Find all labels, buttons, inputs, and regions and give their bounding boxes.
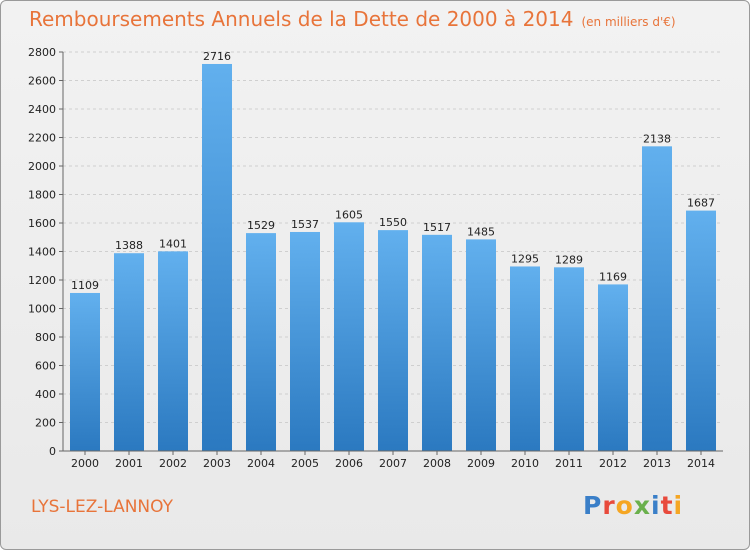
x-tick-label-2000: 2000: [71, 457, 99, 470]
y-tick-label: 2200: [28, 132, 56, 145]
bar-2007: [378, 230, 408, 451]
bar-2006: [334, 222, 364, 451]
value-label-2001: 1388: [115, 239, 143, 252]
x-tick-label-2007: 2007: [379, 457, 407, 470]
bar-2011: [554, 267, 584, 451]
logo-letter: x: [633, 491, 651, 520]
x-tick-label-2013: 2013: [643, 457, 671, 470]
value-label-2003: 2716: [203, 50, 231, 63]
x-tick-label-2011: 2011: [555, 457, 583, 470]
logo-letter: P: [583, 491, 603, 520]
y-axis: 0 200 400 600 800 1000 1200 1400 1600 1800 2000 220…: [28, 46, 64, 458]
logo-letter: r: [602, 491, 616, 520]
town-name: LYS-LEZ-LANNOY: [31, 497, 173, 517]
x-tick-label-2012: 2012: [599, 457, 627, 470]
y-tick-label: 2400: [28, 103, 56, 116]
value-label-2004: 1529: [247, 219, 275, 232]
x-tick-label-2003: 2003: [203, 457, 231, 470]
bar-2000: [70, 292, 100, 451]
logo-letter: i: [673, 491, 684, 520]
x-tick-label-2005: 2005: [291, 457, 319, 470]
bar-2013: [642, 146, 672, 451]
value-label-2013: 2138: [643, 132, 671, 145]
y-tick-label: 2000: [28, 160, 56, 173]
x-tick-label-2010: 2010: [511, 457, 539, 470]
y-tick-label: 0: [49, 445, 56, 458]
y-tick-label: 1200: [28, 274, 56, 287]
value-label-2005: 1537: [291, 218, 319, 231]
value-label-2009: 1485: [467, 225, 495, 238]
y-tick-label: 800: [35, 331, 56, 344]
value-label-2008: 1517: [423, 221, 451, 234]
logo-letter: o: [615, 491, 634, 520]
bars: 1109 1388 1401 2716 1529 1537 1605 1550 1517 1485…: [70, 50, 716, 451]
logo-letter: t: [660, 491, 674, 520]
proxiti-logo[interactable]: Proxiti: [583, 491, 683, 520]
y-tick-label: 200: [35, 417, 56, 430]
x-tick-label-2014: 2014: [687, 457, 715, 470]
x-tick-label-2008: 2008: [423, 457, 451, 470]
bar-2010: [510, 266, 540, 451]
chart-title: Remboursements Annuels de la Dette de 20…: [29, 7, 676, 31]
bar-2002: [158, 251, 188, 451]
y-tick-label: 1800: [28, 189, 56, 202]
x-axis: 2000 2001 2002 2003 2004 2005 2006 2007 2008 2009…: [63, 450, 723, 470]
y-tick-label: 400: [35, 388, 56, 401]
y-tick-label: 600: [35, 360, 56, 373]
value-label-2002: 1401: [159, 237, 187, 250]
y-tick-label: 1600: [28, 217, 56, 230]
bar-2004: [246, 233, 276, 451]
x-tick-label-2001: 2001: [115, 457, 143, 470]
bar-2001: [114, 253, 144, 451]
y-tick-label: 2600: [28, 75, 56, 88]
bar-2014: [686, 210, 716, 451]
bar-2003: [202, 63, 232, 451]
value-label-2006: 1605: [335, 208, 363, 221]
y-tick-label: 1000: [28, 303, 56, 316]
bar-2009: [466, 239, 496, 451]
value-label-2014: 1687: [687, 197, 715, 210]
y-tick-label: 2800: [28, 46, 56, 59]
y-tick-label: 1400: [28, 246, 56, 259]
value-label-2010: 1295: [511, 252, 539, 265]
value-label-2011: 1289: [555, 253, 583, 266]
chart-title-text: Remboursements Annuels de la Dette de 20…: [29, 7, 574, 31]
x-tick-label-2006: 2006: [335, 457, 363, 470]
logo-letter: i: [651, 491, 661, 520]
value-label-2012: 1169: [599, 270, 627, 283]
x-tick-label-2004: 2004: [247, 457, 275, 470]
value-label-2000: 1109: [71, 279, 99, 292]
unit-note: (en milliers d'€): [581, 15, 676, 29]
x-tick-label-2009: 2009: [467, 457, 495, 470]
bar-2012: [598, 284, 628, 451]
x-tick-label-2002: 2002: [159, 457, 187, 470]
value-label-2007: 1550: [379, 216, 407, 229]
bar-2008: [422, 234, 452, 451]
bar-2005: [290, 231, 320, 451]
